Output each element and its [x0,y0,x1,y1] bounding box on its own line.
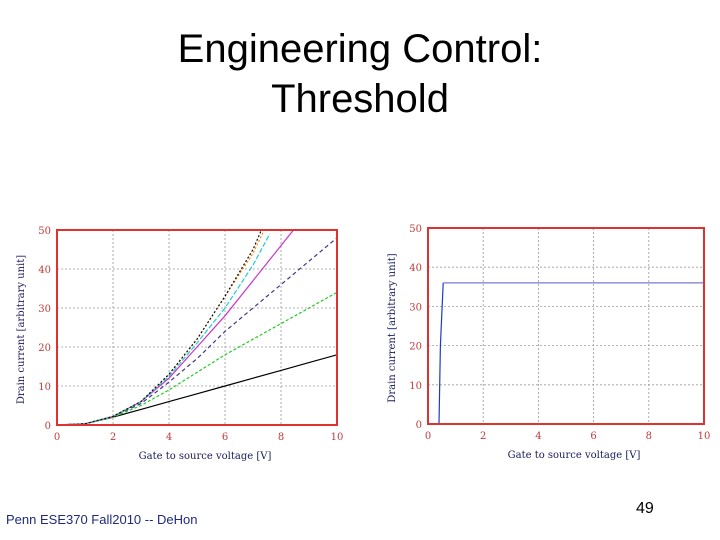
chart-1-y-tick-label: 50 [38,226,51,237]
chart-1-x-tick-label: 4 [166,432,172,443]
chart-2-y-tick-label: 10 [409,381,422,392]
chart-1-series-2-line [57,291,337,425]
chart-1-x-axis-title: Gate to source voltage [V] [139,451,272,462]
chart-2-series-1-line [438,282,444,424]
chart-2-x-tick-label: 10 [698,431,711,442]
slide-title-line-1: Engineering Control: [177,27,543,71]
chart-1-y-tick-label: 10 [38,382,51,393]
chart-2-x-tick-label: 0 [425,431,431,442]
chart-2-x-axis-title: Gate to source voltage [V] [508,450,641,461]
chart-1-x-tick-label: 6 [222,432,228,443]
chart-2-y-axis-title: Drain current [arbitrary unit] [387,253,398,402]
slide-title-line-2: Threshold [271,77,449,121]
chart-1-x-tick-label: 8 [278,432,284,443]
chart-1-series-6-line [57,230,265,425]
chart-2-y-tick-label: 20 [409,342,422,353]
slide-title: Engineering Control: Threshold [0,24,720,124]
chart-2-x-tick-label: 2 [480,431,486,442]
chart-1-y-tick-label: 30 [38,304,51,315]
chart-1-x-tick-label: 0 [54,432,60,443]
page-number: 49 [636,500,654,517]
chart-1-series-3-line [57,237,337,425]
chart-2-y-tick-label: 50 [409,224,422,235]
chart-1-x-tick-label: 10 [331,432,344,443]
chart-1-series-1-line [57,354,337,425]
chart-1-y-tick-label: 40 [38,265,51,276]
chart-2-y-tick-label: 30 [409,302,422,313]
chart-2-x-tick-label: 8 [646,431,652,442]
chart-1-y-tick-label: 0 [45,421,51,432]
chart-1-y-axis-title: Drain current [arbitrary unit] [16,255,27,404]
chart-2-x-tick-label: 4 [535,431,541,442]
chart-1-y-tick-label: 20 [38,343,51,354]
chart-1-x-tick-label: 2 [110,432,116,443]
chart-2-x-tick-label: 6 [590,431,596,442]
chart-1-series-4-line [57,230,295,425]
chart-1-frame [56,229,338,426]
footer-credit: Penn ESE370 Fall2010 -- DeHon [6,512,198,527]
chart-2-y-tick-label: 0 [416,420,422,431]
chart-1-series-7-line [57,230,262,425]
chart-1-series-5-line [57,233,271,425]
chart-2-frame [427,227,705,425]
chart-2-y-tick-label: 40 [409,263,422,274]
